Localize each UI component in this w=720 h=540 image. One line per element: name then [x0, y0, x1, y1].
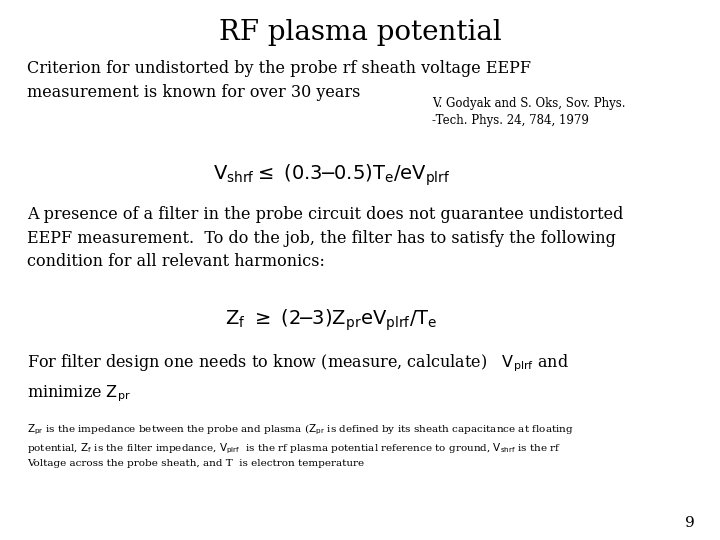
Text: For filter design one needs to know (measure, calculate)   $\mathrm{V_{plrf}}$ a: For filter design one needs to know (mea… [27, 352, 570, 374]
Text: 9: 9 [685, 516, 695, 530]
Text: $\mathrm{Z_{pr}}$ is the impedance between the probe and plasma ($\mathrm{Z_{pr}: $\mathrm{Z_{pr}}$ is the impedance betwe… [27, 422, 574, 468]
Text: RF plasma potential: RF plasma potential [219, 19, 501, 46]
Text: Criterion for undistorted by the probe rf sheath voltage EEPF
measurement is kno: Criterion for undistorted by the probe r… [27, 60, 531, 101]
Text: $\mathrm{V_{shrf}}\leq\ (0.3\!\!-\!\!0.5)\mathrm{T_e/eV_{plrf}}$: $\mathrm{V_{shrf}}\leq\ (0.3\!\!-\!\!0.5… [212, 162, 450, 187]
Text: $\mathrm{Z_f}\ \geq\ (2\!\!-\!\!3)\mathrm{Z_{pr}eV_{plrf}/T_e}$: $\mathrm{Z_f}\ \geq\ (2\!\!-\!\!3)\mathr… [225, 308, 438, 333]
Text: V. Godyak and S. Oks, Sov. Phys.
-Tech. Phys. 24, 784, 1979: V. Godyak and S. Oks, Sov. Phys. -Tech. … [432, 97, 626, 127]
Text: minimize $\mathrm{Z_{pr}}$: minimize $\mathrm{Z_{pr}}$ [27, 383, 131, 404]
Text: A presence of a filter in the probe circuit does not guarantee undistorted
EEPF : A presence of a filter in the probe circ… [27, 206, 624, 271]
